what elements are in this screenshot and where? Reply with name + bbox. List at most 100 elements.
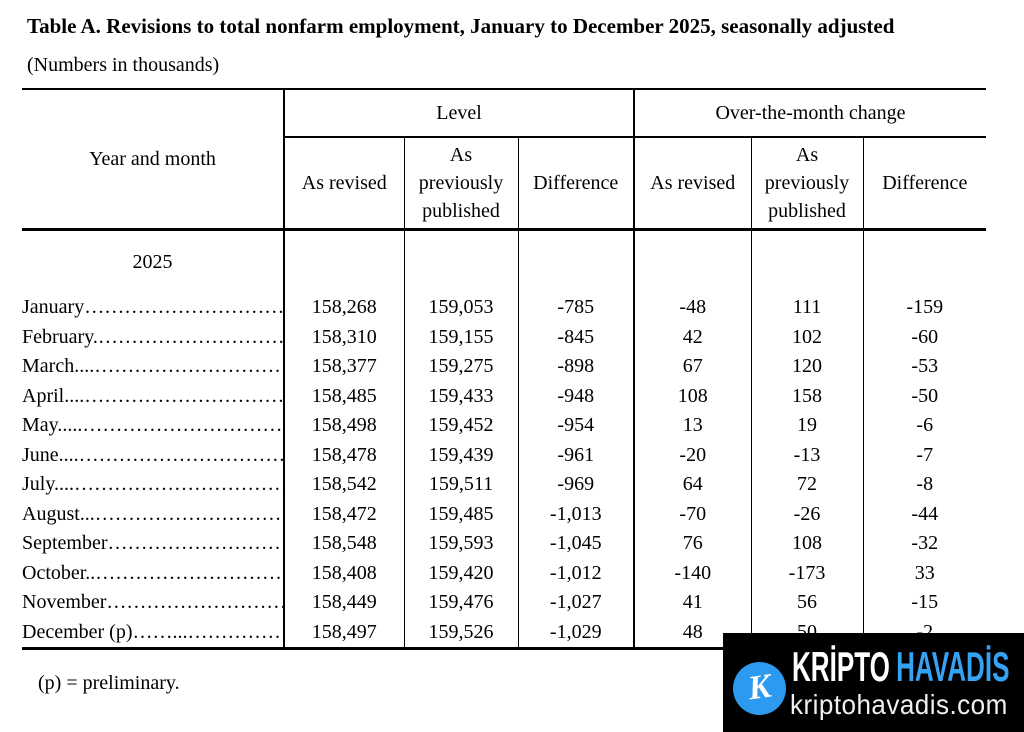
table-cell: 158,310 bbox=[311, 325, 377, 348]
table-row-september: September……………………… 158,548 159,593 -1,04… bbox=[22, 529, 987, 559]
table-cell: -44 bbox=[862, 499, 987, 529]
table-cell: -898 bbox=[517, 352, 634, 382]
group-header-row: Year and month Level Over-the-month chan… bbox=[22, 89, 987, 231]
brand-name-first: KRİPTO bbox=[792, 643, 890, 690]
col-header-level-as-previously-published: As previously published bbox=[403, 137, 518, 231]
table-cell: -1,029 bbox=[517, 617, 634, 649]
table-cell: 158 bbox=[750, 381, 863, 411]
month-label: January………………………….. bbox=[22, 293, 285, 323]
table-cell: 41 bbox=[633, 588, 751, 618]
table-cell: -60 bbox=[862, 322, 987, 352]
table-cell: 159,155 bbox=[403, 322, 518, 352]
table-cell: -1,012 bbox=[517, 558, 634, 588]
table-row-march: March....………………………… 158,377 159,275 -898… bbox=[22, 352, 987, 382]
table-cell: -50 bbox=[862, 381, 987, 411]
table-cell: -26 bbox=[750, 499, 863, 529]
brand-name: KRİPTO HAVADİS bbox=[792, 643, 1009, 690]
table-cell: 158,548 bbox=[311, 532, 377, 554]
table-cell: -8 bbox=[862, 470, 987, 500]
table-row-october: October..………………………… 158,408 159,420 -1,0… bbox=[22, 558, 987, 588]
col-header-otm-difference: Difference bbox=[862, 137, 987, 231]
table-cell: -6 bbox=[862, 411, 987, 441]
table-cell: -1,013 bbox=[517, 499, 634, 529]
year-label: 2025 bbox=[22, 229, 285, 293]
table-subtitle: (Numbers in thousands) bbox=[27, 54, 220, 76]
table-row-june: June....…………………………… 158,478 159,439 -961… bbox=[22, 440, 987, 470]
table-cell: -15 bbox=[862, 588, 987, 618]
table-cell: 159,452 bbox=[403, 411, 518, 441]
month-label: May.....…………………………… bbox=[22, 411, 285, 441]
brand-domain: kriptohavadis.com bbox=[790, 689, 1008, 720]
table-cell: 13 bbox=[633, 411, 751, 441]
brand-text-block: KRİPTO HAVADİS kriptohavadis.com bbox=[790, 643, 1024, 720]
brand-logo-icon: K bbox=[733, 662, 786, 715]
table-cell: 159,511 bbox=[403, 470, 518, 500]
month-label: July....……………………………… bbox=[22, 470, 285, 500]
month-label: June....…………………………… bbox=[22, 440, 285, 470]
table-cell: 76 bbox=[633, 529, 751, 559]
row-header-year-and-month: Year and month bbox=[22, 89, 285, 231]
table-cell: 158,497 bbox=[311, 620, 377, 643]
table-cell: -159 bbox=[862, 293, 987, 323]
table-cell: 158,449 bbox=[311, 591, 377, 613]
revisions-table: Year and month Level Over-the-month chan… bbox=[22, 88, 987, 650]
table-cell: 158,268 bbox=[311, 296, 377, 318]
table-cell: 159,433 bbox=[403, 381, 518, 411]
table-cell: 33 bbox=[862, 558, 987, 588]
table-cell: 108 bbox=[750, 529, 863, 559]
month-label: April....…………………………… bbox=[22, 381, 285, 411]
table-cell: 159,053 bbox=[403, 293, 518, 323]
table-cell: 159,485 bbox=[403, 499, 518, 529]
month-label: November……………………… bbox=[22, 588, 285, 618]
table-cell: 158,485 bbox=[311, 384, 377, 407]
table-cell: 159,275 bbox=[403, 352, 518, 382]
table-cell: -7 bbox=[862, 440, 987, 470]
table-cell: -173 bbox=[750, 558, 863, 588]
table-title: Table A. Revisions to total nonfarm empl… bbox=[27, 14, 895, 38]
table-cell: 158,498 bbox=[311, 414, 377, 436]
table-cell: 102 bbox=[750, 322, 863, 352]
col-header-otm-as-previously-published: As previously published bbox=[750, 137, 863, 231]
table-cell: 159,593 bbox=[403, 529, 518, 559]
month-label: February.………………………… bbox=[22, 322, 285, 352]
table-cell: -969 bbox=[517, 470, 634, 500]
table-cell: 56 bbox=[750, 588, 863, 618]
column-header-row: As revised As previously published Diffe… bbox=[22, 137, 987, 231]
table-row-july: July....……………………………… 158,542 159,511 -96… bbox=[22, 470, 987, 500]
col-header-otm-as-revised: As revised bbox=[633, 137, 751, 231]
table-cell: 111 bbox=[750, 293, 863, 323]
col-header-level-difference: Difference bbox=[517, 137, 634, 231]
table-cell: -32 bbox=[862, 529, 987, 559]
table-cell: 72 bbox=[750, 470, 863, 500]
table-cell: 159,526 bbox=[403, 617, 518, 649]
table-cell: -948 bbox=[517, 381, 634, 411]
table-row-november: November……………………… 158,449 159,476 -1,027… bbox=[22, 588, 987, 618]
preliminary-footnote: (p) = preliminary. bbox=[38, 672, 180, 694]
table-cell: 158,542 bbox=[311, 473, 377, 495]
table-cell: -961 bbox=[517, 440, 634, 470]
brand-letter-k: K bbox=[745, 667, 774, 708]
table-cell: 158,478 bbox=[311, 443, 377, 466]
group-header-level: Level bbox=[284, 89, 635, 138]
table-cell: 159,476 bbox=[403, 588, 518, 618]
month-label: March....………………………… bbox=[22, 352, 285, 382]
table-cell: 67 bbox=[633, 352, 751, 382]
table-cell: -140 bbox=[633, 558, 751, 588]
table-cell: 64 bbox=[633, 470, 751, 500]
year-row: 2025 bbox=[22, 229, 987, 293]
table-cell: -70 bbox=[633, 499, 751, 529]
group-header-over-the-month-change: Over-the-month change bbox=[634, 89, 987, 138]
table-row-april: April....…………………………… 158,485 159,433 -94… bbox=[22, 381, 987, 411]
table-cell: 19 bbox=[750, 411, 863, 441]
table-row-august: August...………………………… 158,472 159,485 -1,0… bbox=[22, 499, 987, 529]
month-label: October..………………………… bbox=[22, 558, 285, 588]
table-cell: 120 bbox=[750, 352, 863, 382]
table-cell: -785 bbox=[517, 293, 634, 323]
brand-name-second: HAVADİS bbox=[896, 643, 1010, 690]
month-label: September……………………… bbox=[22, 529, 285, 559]
table-cell: 158,377 bbox=[311, 355, 377, 377]
table-cell: -13 bbox=[750, 440, 863, 470]
table-cell: -48 bbox=[633, 293, 751, 323]
table-cell: -53 bbox=[862, 352, 987, 382]
